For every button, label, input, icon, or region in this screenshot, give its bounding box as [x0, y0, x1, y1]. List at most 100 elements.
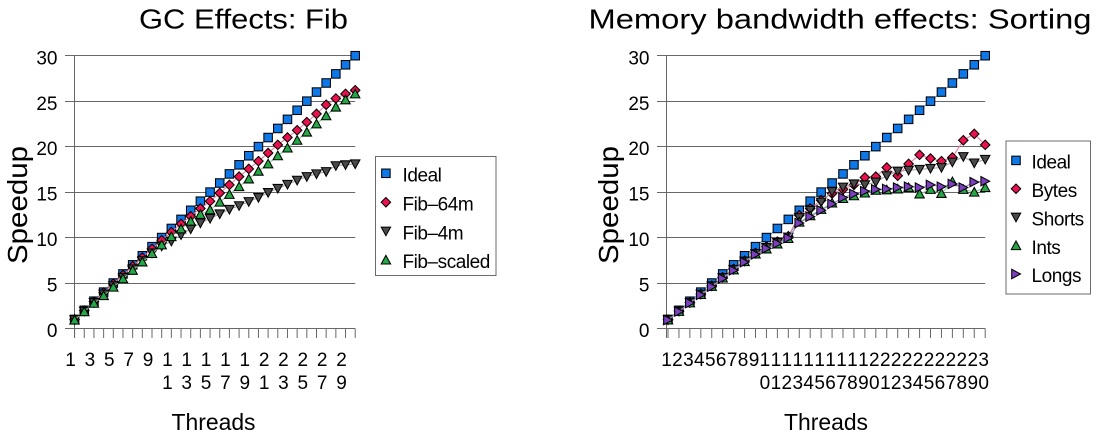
- svg-text:7: 7: [123, 350, 134, 371]
- svg-text:5: 5: [705, 350, 716, 371]
- svg-text:6: 6: [716, 350, 727, 371]
- svg-text:0: 0: [978, 373, 989, 394]
- svg-text:5: 5: [814, 373, 825, 394]
- svg-text:1: 1: [880, 373, 891, 394]
- svg-text:2: 2: [672, 350, 683, 371]
- svg-text:3: 3: [181, 373, 192, 394]
- svg-text:9: 9: [143, 350, 154, 371]
- svg-text:9: 9: [967, 373, 978, 394]
- svg-text:2: 2: [869, 350, 880, 371]
- svg-text:Shorts: Shorts: [1032, 209, 1084, 230]
- svg-text:0: 0: [47, 321, 58, 342]
- svg-text:1: 1: [162, 350, 173, 371]
- svg-text:Memory bandwidth effects: Sort: Memory bandwidth effects: Sorting: [589, 4, 1092, 35]
- svg-text:5: 5: [639, 276, 650, 297]
- svg-text:1: 1: [825, 350, 836, 371]
- svg-text:9: 9: [749, 350, 760, 371]
- svg-text:Speedup: Speedup: [593, 146, 624, 264]
- svg-text:2: 2: [298, 350, 309, 371]
- svg-text:7: 7: [317, 373, 328, 394]
- svg-text:1: 1: [239, 350, 250, 371]
- svg-text:8: 8: [957, 373, 968, 394]
- svg-text:7: 7: [727, 350, 738, 371]
- svg-text:2: 2: [957, 350, 968, 371]
- svg-text:1: 1: [220, 350, 231, 371]
- svg-text:3: 3: [902, 373, 913, 394]
- svg-text:1: 1: [162, 373, 173, 394]
- svg-text:5: 5: [104, 350, 115, 371]
- svg-text:1: 1: [771, 350, 782, 371]
- svg-text:8: 8: [738, 350, 749, 371]
- svg-text:30: 30: [36, 48, 57, 69]
- svg-text:4: 4: [913, 373, 924, 394]
- svg-text:2: 2: [902, 350, 913, 371]
- svg-text:20: 20: [36, 139, 57, 160]
- svg-text:5: 5: [298, 373, 309, 394]
- svg-text:1: 1: [259, 373, 270, 394]
- svg-text:3: 3: [278, 373, 289, 394]
- svg-text:3: 3: [683, 350, 694, 371]
- svg-text:1: 1: [792, 350, 803, 371]
- svg-text:1: 1: [803, 350, 814, 371]
- svg-text:2: 2: [924, 350, 935, 371]
- svg-text:4: 4: [803, 373, 814, 394]
- svg-text:3: 3: [85, 350, 96, 371]
- svg-text:2: 2: [317, 350, 328, 371]
- svg-text:2: 2: [880, 350, 891, 371]
- svg-text:15: 15: [36, 185, 57, 206]
- svg-text:1: 1: [181, 350, 192, 371]
- svg-text:8: 8: [847, 373, 858, 394]
- svg-text:3: 3: [792, 373, 803, 394]
- svg-text:2: 2: [336, 350, 347, 371]
- svg-text:1: 1: [836, 350, 847, 371]
- svg-text:2: 2: [782, 373, 793, 394]
- svg-text:9: 9: [858, 373, 869, 394]
- svg-text:1: 1: [847, 350, 858, 371]
- svg-text:1: 1: [661, 350, 672, 371]
- svg-text:30: 30: [628, 48, 649, 69]
- svg-text:5: 5: [924, 373, 935, 394]
- svg-text:1: 1: [858, 350, 869, 371]
- svg-text:4: 4: [694, 350, 705, 371]
- svg-text:1: 1: [782, 350, 793, 371]
- svg-text:6: 6: [825, 373, 836, 394]
- svg-text:2: 2: [891, 350, 902, 371]
- svg-text:9: 9: [336, 373, 347, 394]
- svg-text:Ideal: Ideal: [403, 166, 442, 187]
- svg-text:10: 10: [628, 230, 649, 251]
- svg-text:2: 2: [259, 350, 270, 371]
- svg-text:Longs: Longs: [1032, 266, 1082, 287]
- svg-text:Ideal: Ideal: [1032, 153, 1071, 174]
- svg-text:5: 5: [201, 373, 212, 394]
- svg-text:7: 7: [836, 373, 847, 394]
- svg-text:Fib–64m: Fib–64m: [403, 194, 474, 215]
- svg-text:0: 0: [639, 321, 650, 342]
- svg-text:7: 7: [220, 373, 231, 394]
- svg-text:GC Effects: Fib: GC Effects: Fib: [139, 4, 348, 35]
- svg-text:Fib–4m: Fib–4m: [403, 223, 464, 244]
- svg-text:2: 2: [891, 373, 902, 394]
- svg-text:Threads: Threads: [172, 409, 256, 435]
- svg-text:1: 1: [814, 350, 825, 371]
- svg-text:10: 10: [36, 230, 57, 251]
- svg-text:2: 2: [278, 350, 289, 371]
- svg-text:1: 1: [65, 350, 76, 371]
- svg-text:2: 2: [913, 350, 924, 371]
- svg-text:0: 0: [760, 373, 771, 394]
- svg-text:15: 15: [628, 185, 649, 206]
- svg-text:Ints: Ints: [1032, 238, 1061, 259]
- svg-text:6: 6: [935, 373, 946, 394]
- svg-text:25: 25: [628, 94, 649, 115]
- svg-text:0: 0: [869, 373, 880, 394]
- svg-text:Speedup: Speedup: [2, 146, 33, 264]
- svg-text:1: 1: [760, 350, 771, 371]
- svg-text:2: 2: [967, 350, 978, 371]
- svg-text:1: 1: [771, 373, 782, 394]
- svg-text:20: 20: [628, 139, 649, 160]
- svg-text:7: 7: [946, 373, 957, 394]
- svg-text:5: 5: [47, 276, 58, 297]
- svg-text:1: 1: [201, 350, 212, 371]
- svg-text:Bytes: Bytes: [1032, 181, 1077, 202]
- svg-text:3: 3: [978, 350, 989, 371]
- svg-text:2: 2: [935, 350, 946, 371]
